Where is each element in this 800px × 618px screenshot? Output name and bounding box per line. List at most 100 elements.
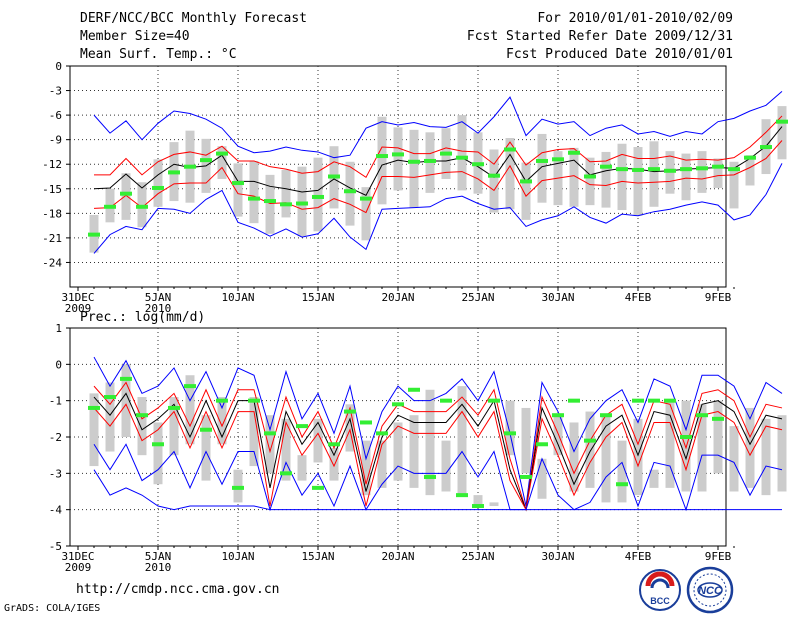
observed-marker — [568, 398, 580, 403]
ensemble-box — [681, 400, 691, 492]
observed-marker — [264, 199, 276, 204]
observed-marker — [392, 152, 404, 157]
ensemble-box — [137, 397, 147, 456]
observed-marker — [312, 194, 324, 199]
ensemble-box — [297, 166, 307, 237]
observed-marker — [360, 420, 372, 425]
observed-marker — [88, 405, 100, 410]
produced-date: Fcst Produced Date 2010/01/01 — [506, 47, 733, 62]
observed-marker — [536, 442, 548, 447]
series-ensemble-max — [93, 356, 783, 507]
observed-marker — [472, 504, 484, 509]
observed-marker — [136, 204, 148, 209]
ensemble-box — [153, 159, 163, 207]
y-tick-label: -15 — [42, 183, 62, 196]
ensemble-box — [265, 174, 275, 234]
ensemble-box — [137, 182, 147, 228]
ensemble-box — [713, 400, 723, 474]
observed-marker — [232, 485, 244, 490]
series-ensemble-min — [93, 163, 783, 254]
ensemble-box — [745, 155, 755, 186]
ensemble-box — [441, 440, 451, 492]
ensemble-box — [585, 411, 595, 488]
ensemble-box — [729, 161, 739, 209]
ensemble-box — [505, 138, 515, 210]
observed-marker — [440, 398, 452, 403]
observed-marker — [552, 413, 564, 418]
observed-marker — [584, 174, 596, 179]
observed-marker — [632, 167, 644, 172]
ensemble-box — [553, 415, 563, 456]
observed-marker — [184, 384, 196, 389]
observed-marker — [424, 474, 436, 479]
ensemble-box — [393, 422, 403, 481]
ensemble-box — [89, 393, 99, 467]
observed-marker — [248, 196, 260, 201]
observed-marker — [520, 474, 532, 479]
series-lower-spread — [93, 403, 783, 512]
ensemble-box — [169, 397, 179, 456]
ensemble-box — [473, 495, 483, 507]
ensemble-box — [393, 127, 403, 191]
observed-marker — [120, 376, 132, 381]
forecast-period: For 2010/01/01-2010/02/09 — [537, 11, 733, 26]
ensemble-box — [537, 133, 547, 203]
x-tick-label: 5JAN — [145, 291, 172, 304]
ensemble-box — [409, 415, 419, 488]
y-tick-label: -24 — [42, 256, 62, 269]
observed-marker — [664, 168, 676, 173]
ensemble-box — [697, 151, 707, 193]
observed-marker — [488, 398, 500, 403]
ensemble-box — [329, 447, 339, 481]
ensemble-box — [521, 407, 531, 474]
ensemble-box — [569, 147, 579, 207]
ensemble-box — [617, 143, 627, 211]
observed-marker — [344, 189, 356, 194]
ensemble-box — [361, 440, 371, 496]
ensemble-box — [153, 422, 163, 485]
observed-marker — [168, 405, 180, 410]
observed-marker — [648, 398, 660, 403]
x-tick-label: 2010 — [145, 302, 172, 315]
y-tick-label: -21 — [42, 232, 62, 245]
observed-marker — [88, 232, 100, 237]
temp-panel-label: Mean Surf. Temp.: °C — [80, 47, 237, 62]
ensemble-box — [761, 418, 771, 496]
observed-marker — [552, 157, 564, 162]
ensemble-box — [569, 422, 579, 492]
x-tick-label: 20JAN — [381, 291, 414, 304]
observed-marker — [744, 155, 756, 160]
observed-marker — [664, 398, 676, 403]
series-lowest-member — [93, 469, 782, 511]
observed-marker — [296, 201, 308, 206]
ensemble-box — [121, 364, 131, 437]
x-tick-label: 2009 — [65, 561, 92, 574]
y-tick-label: -2 — [49, 431, 62, 444]
x-tick-label: 4FEB — [625, 550, 652, 563]
y-tick-label: -18 — [42, 207, 62, 220]
ensemble-box — [617, 440, 627, 503]
ensemble-box — [505, 400, 515, 456]
bcc-logo-icon: BCC — [639, 569, 681, 611]
observed-marker — [232, 181, 244, 186]
ensemble-box — [729, 426, 739, 492]
observed-marker — [408, 387, 420, 392]
source-url[interactable]: http://cmdp.ncc.cma.gov.cn — [76, 582, 280, 597]
ensemble-box — [665, 400, 675, 488]
observed-marker — [632, 398, 644, 403]
observed-marker — [584, 438, 596, 443]
observed-marker — [648, 167, 660, 172]
observed-marker — [280, 202, 292, 207]
member-size: Member Size=40 — [80, 29, 190, 44]
y-tick-label: 0 — [55, 358, 62, 371]
ensemble-box — [249, 397, 259, 467]
ensemble-box — [713, 158, 723, 188]
observed-marker — [104, 204, 116, 209]
observed-marker — [360, 196, 372, 201]
series-upper-spread — [93, 381, 783, 510]
ncc-logo-text: NCC — [698, 585, 723, 597]
observed-marker — [536, 158, 548, 163]
ensemble-box — [377, 440, 387, 488]
